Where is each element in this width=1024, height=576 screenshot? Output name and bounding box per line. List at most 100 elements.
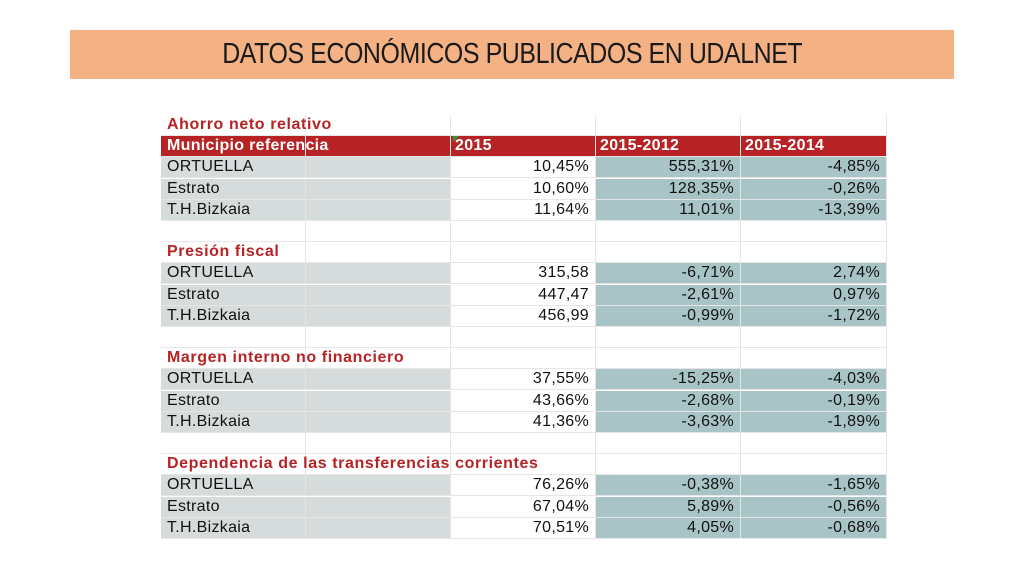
empty-cell [741, 115, 887, 136]
empty-cell [596, 327, 741, 348]
value-2015-2014: -1,89% [741, 411, 887, 433]
section-title: Margen interno no financiero [161, 348, 404, 370]
empty-cell [161, 221, 306, 242]
section-title: Presión fiscal [161, 242, 306, 264]
header-label: Municipio referencia [161, 136, 328, 158]
name-filler [306, 157, 451, 179]
table-row: ORTUELLA 10,45% 555,31% -4,85% [161, 157, 887, 179]
table-row: ORTUELLA 315,58 -6,71% 2,74% [161, 263, 887, 285]
spacer-row [161, 221, 887, 242]
empty-cell [451, 433, 596, 454]
name-filler [306, 517, 451, 539]
row-name: ORTUELLA [161, 157, 306, 179]
value-2015-2014: -13,39% [741, 199, 887, 221]
empty-cell [741, 242, 887, 264]
row-name: ORTUELLA [161, 263, 306, 285]
section-title: Ahorro neto relativo [161, 115, 331, 136]
value-2015-2014: -4,03% [741, 369, 887, 391]
header-filler [306, 136, 451, 158]
value-2015-2014: -1,72% [741, 305, 887, 327]
spacer-row [161, 433, 887, 454]
name-filler [306, 199, 451, 221]
value-2015-2012: -3,63% [596, 411, 741, 433]
empty-cell [306, 242, 451, 264]
empty-cell [741, 454, 887, 476]
value-2015-2012: 555,31% [596, 157, 741, 179]
empty-cell [596, 221, 741, 242]
value-2015: 10,45% [451, 157, 596, 179]
row-name: Estrato [161, 390, 306, 412]
name-filler [306, 178, 451, 200]
empty-cell [451, 115, 596, 136]
value-2015: 67,04% [451, 496, 596, 518]
empty-cell [306, 348, 451, 370]
empty-cell [161, 433, 306, 454]
empty-cell [596, 242, 741, 264]
value-2015-2014: 2,74% [741, 263, 887, 285]
name-filler [306, 411, 451, 433]
value-2015-2012: -0,99% [596, 305, 741, 327]
section-title-row: Margen interno no financiero [161, 348, 887, 370]
value-2015-2012: 11,01% [596, 199, 741, 221]
value-2015-2012: 128,35% [596, 178, 741, 200]
table-row: Estrato 67,04% 5,89% -0,56% [161, 496, 887, 518]
empty-cell [306, 433, 451, 454]
table-row: T.H.Bizkaia 70,51% 4,05% -0,68% [161, 517, 887, 539]
value-2015-2014: 0,97% [741, 284, 887, 306]
slide-title: DATOS ECONÓMICOS PUBLICADOS EN UDALNET [221, 38, 803, 70]
row-name: T.H.Bizkaia [161, 305, 306, 327]
empty-cell [451, 454, 596, 476]
empty-cell [741, 433, 887, 454]
header-row: Municipio referencia 2015 2015-2012 2015-20… [161, 136, 887, 158]
section-title-row: Presión fiscal [161, 242, 887, 264]
row-name: T.H.Bizkaia [161, 199, 306, 221]
value-2015-2012: -2,61% [596, 284, 741, 306]
row-name: Estrato [161, 178, 306, 200]
value-2015: 70,51% [451, 517, 596, 539]
empty-cell [741, 348, 887, 370]
column-header: 2015-2012 [596, 136, 741, 158]
value-2015: 37,55% [451, 369, 596, 391]
empty-cell [596, 115, 741, 136]
value-2015-2012: -2,68% [596, 390, 741, 412]
table-row: Estrato 10,60% 128,35% -0,26% [161, 178, 887, 200]
value-2015-2012: 4,05% [596, 517, 741, 539]
table-row: T.H.Bizkaia 41,36% -3,63% -1,89% [161, 411, 887, 433]
value-2015-2014: -0,19% [741, 390, 887, 412]
column-header: 2015-2014 [741, 136, 887, 158]
value-2015: 447,47 [451, 284, 596, 306]
name-filler [306, 263, 451, 285]
value-2015-2014: -1,65% [741, 475, 887, 497]
value-2015-2012: -6,71% [596, 263, 741, 285]
row-name: ORTUELLA [161, 369, 306, 391]
empty-cell [451, 242, 596, 264]
section-title: Dependencia de las transferencias corrie… [161, 454, 538, 476]
name-filler [306, 305, 451, 327]
value-2015-2014: -0,68% [741, 517, 887, 539]
empty-cell [451, 327, 596, 348]
name-filler [306, 475, 451, 497]
value-2015: 315,58 [451, 263, 596, 285]
row-name: Estrato [161, 284, 306, 306]
value-2015: 10,60% [451, 178, 596, 200]
value-2015-2014: -0,26% [741, 178, 887, 200]
value-2015-2012: -0,38% [596, 475, 741, 497]
value-2015: 43,66% [451, 390, 596, 412]
empty-cell [306, 221, 451, 242]
value-2015-2012: 5,89% [596, 496, 741, 518]
row-name: T.H.Bizkaia [161, 517, 306, 539]
name-filler [306, 496, 451, 518]
row-name: T.H.Bizkaia [161, 411, 306, 433]
table-row: T.H.Bizkaia 456,99 -0,99% -1,72% [161, 305, 887, 327]
table-row: ORTUELLA 76,26% -0,38% -1,65% [161, 475, 887, 497]
section-title-row: Ahorro neto relativo [161, 115, 887, 136]
empty-cell [306, 454, 451, 476]
column-header: 2015 [451, 136, 596, 158]
empty-cell [306, 115, 451, 136]
empty-cell [596, 348, 741, 370]
empty-cell [306, 327, 451, 348]
empty-cell [741, 221, 887, 242]
empty-cell [451, 348, 596, 370]
empty-cell [741, 327, 887, 348]
table-row: T.H.Bizkaia 11,64% 11,01% -13,39% [161, 199, 887, 221]
